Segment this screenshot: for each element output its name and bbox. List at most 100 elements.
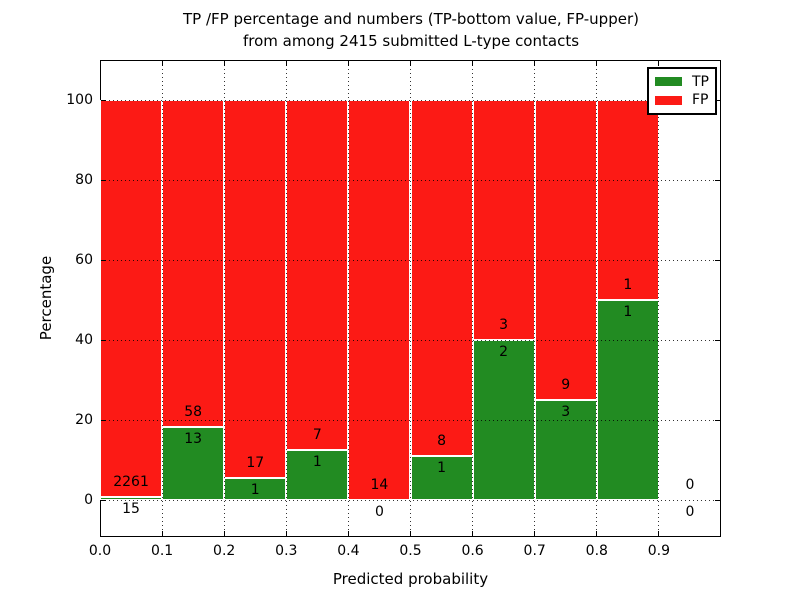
fp-count-label: 58 <box>184 403 203 420</box>
bar-segment-tp <box>224 477 287 500</box>
x-tick-label: 0.6 <box>461 543 484 559</box>
bar-segment-tp <box>596 300 659 500</box>
y-tickmark-left <box>101 339 106 341</box>
bar-segment-tp <box>162 426 225 500</box>
bar-segment-tp <box>534 400 597 500</box>
y-tickmark-left <box>101 99 106 101</box>
x-tick-label: 0.7 <box>523 543 546 559</box>
bar-segment-fp <box>472 100 535 340</box>
legend: TP FP <box>647 67 717 115</box>
tp-count-label: 3 <box>561 404 571 420</box>
x-tickmark-bottom <box>285 531 287 536</box>
y-tickmark-right <box>715 499 720 501</box>
x-gridline <box>347 61 349 536</box>
fp-count-label: 7 <box>312 427 322 443</box>
fp-count-label: 1 <box>623 277 633 293</box>
bar-segment-fp <box>224 100 287 478</box>
x-tickmark-top <box>347 61 349 66</box>
x-tickmark-bottom <box>223 531 225 536</box>
y-tickmark-right <box>715 99 720 101</box>
bar-segment-fp <box>100 100 163 498</box>
chart-title-line1: TP /FP percentage and numbers (TP-bottom… <box>183 10 639 28</box>
x-tickmark-top <box>161 61 163 66</box>
x-tickmark-top <box>472 61 474 66</box>
legend-label-tp: TP <box>692 73 709 90</box>
y-tickmark-right <box>715 179 720 181</box>
bar-segment-fp <box>596 100 659 300</box>
bar-segment-fp <box>534 100 597 400</box>
tp-count-label: 1 <box>437 459 446 476</box>
legend-swatch-tp-icon <box>655 77 682 87</box>
y-tick-label: 100 <box>66 92 93 108</box>
fp-count-label: 14 <box>370 477 389 493</box>
x-tick-label: 0.1 <box>150 543 174 559</box>
y-tick-label: 40 <box>75 332 93 348</box>
bar-segment-fp <box>286 100 349 450</box>
x-tick-label: 0.9 <box>647 543 671 559</box>
legend-swatch-fp-icon <box>655 95 682 105</box>
x-tickmark-bottom <box>99 531 101 536</box>
x-tickmark-top <box>223 61 225 66</box>
x-tickmark-top <box>410 61 411 66</box>
y-tickmark-left <box>101 419 106 421</box>
x-tickmark-top <box>658 61 660 66</box>
y-tick-label: 60 <box>75 252 93 268</box>
y-tickmark-right <box>715 419 720 421</box>
x-tickmark-bottom <box>658 531 660 536</box>
tp-count-label: 1 <box>250 481 260 498</box>
x-gridline <box>410 61 411 536</box>
x-tickmark-top <box>534 61 536 66</box>
bar-segment-tp <box>410 455 473 500</box>
tp-count-label: 1 <box>312 454 322 470</box>
x-tick-label: 0.4 <box>337 543 360 559</box>
x-tickmark-bottom <box>596 531 598 536</box>
bar-segment-fp <box>410 100 473 456</box>
x-gridline <box>223 61 225 536</box>
legend-label-fp: FP <box>692 92 709 109</box>
y-tickmark-right <box>715 259 720 261</box>
tp-count-label: 15 <box>122 501 140 518</box>
y-tickmark-left <box>101 179 106 181</box>
y-axis-label: Percentage <box>37 255 55 341</box>
x-gridline <box>596 61 598 536</box>
legend-item-fp: FP <box>655 92 709 108</box>
x-tickmark-bottom <box>347 531 349 536</box>
x-gridline <box>534 61 536 536</box>
y-tickmark-left <box>101 259 106 261</box>
y-tick-label: 20 <box>75 412 93 428</box>
x-tick-label: 0.5 <box>399 543 422 559</box>
x-tickmark-top <box>99 61 101 66</box>
y-tick-label: 0 <box>84 492 93 508</box>
tp-count-label: 2 <box>499 344 509 360</box>
x-tick-label: 0.3 <box>275 543 298 559</box>
tp-count-label: 0 <box>685 504 695 520</box>
tp-count-label: 1 <box>623 304 633 320</box>
x-tick-label: 0.2 <box>213 543 236 559</box>
fp-count-label: 8 <box>437 432 446 449</box>
x-tick-label: 0.8 <box>585 543 608 559</box>
x-tickmark-bottom <box>534 531 536 536</box>
y-tickmark-right <box>715 339 720 341</box>
x-tickmark-top <box>285 61 287 66</box>
fp-count-label: 9 <box>561 377 571 393</box>
x-tickmark-top <box>596 61 598 66</box>
bar-segment-fp <box>162 100 225 427</box>
x-axis-label: Predicted probability <box>332 570 489 588</box>
x-tickmark-bottom <box>161 531 163 536</box>
y-tickmark-left <box>101 499 106 501</box>
x-tickmark-bottom <box>410 531 411 536</box>
fp-count-label: 3 <box>499 317 509 333</box>
x-gridline <box>472 61 474 536</box>
x-tick-label: 0.0 <box>88 543 112 559</box>
fp-count-label: 17 <box>246 454 265 471</box>
fp-count-label: 2261 <box>113 474 149 491</box>
tp-count-label: 0 <box>374 504 384 520</box>
tp-count-label: 13 <box>184 430 203 447</box>
chart-title-line2: from among 2415 submitted L-type contact… <box>242 32 580 50</box>
x-gridline <box>161 61 163 536</box>
fp-count-label: 0 <box>685 477 695 493</box>
x-tickmark-bottom <box>472 531 474 536</box>
bar-segment-fp <box>348 100 411 500</box>
y-tick-label: 80 <box>75 172 93 188</box>
